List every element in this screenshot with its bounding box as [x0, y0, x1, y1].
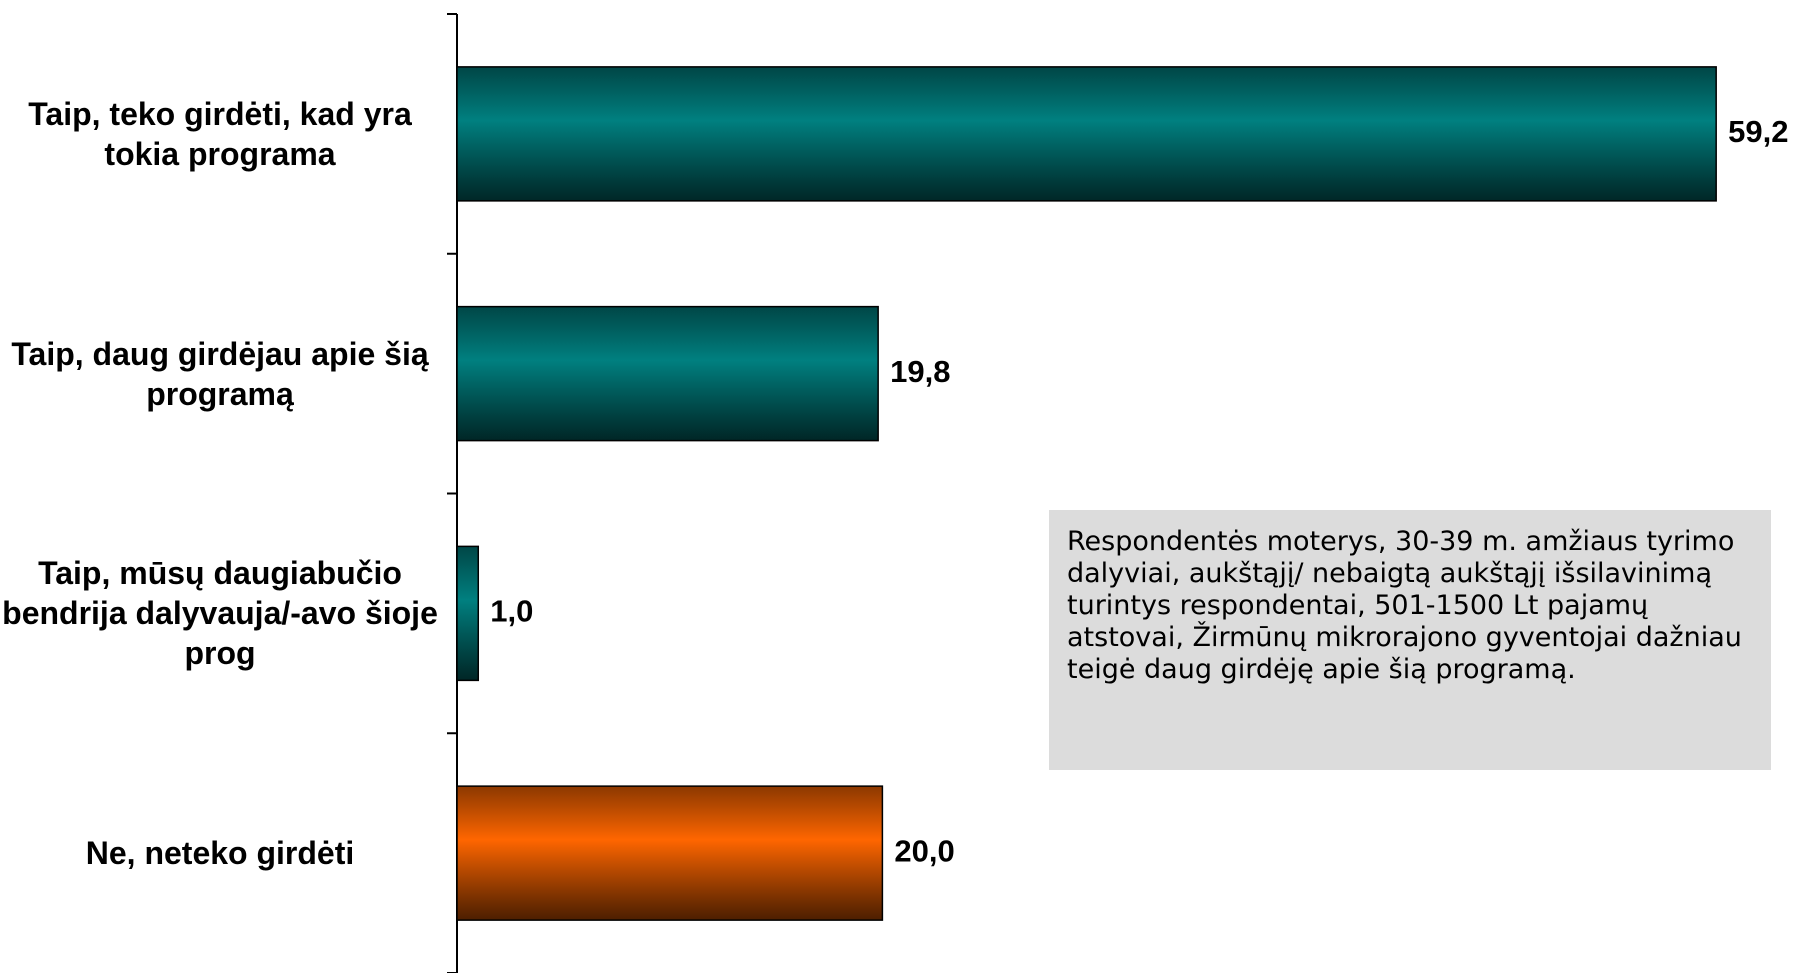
- category-label: Taip, mūsų daugiabučio bendrija dalyvauj…: [2, 555, 438, 672]
- value-label: 20,0: [894, 833, 954, 868]
- bar: [456, 305, 879, 442]
- bar: [456, 545, 480, 682]
- category-label: Ne, neteko girdėti: [85, 835, 355, 872]
- value-label: 59,2: [1728, 114, 1788, 149]
- value-label: 1,0: [490, 594, 533, 629]
- bar: [456, 785, 884, 921]
- category-label: Taip, daug girdėjau apie šią programą: [11, 335, 429, 412]
- annotation: Respondentės moterys, 30-39 m. amžiaus t…: [1049, 510, 1771, 770]
- value-label: 19,8: [890, 354, 950, 389]
- bar: [456, 66, 1717, 202]
- category-label: Taip, teko girdėti, kad yra tokia progra…: [28, 95, 412, 172]
